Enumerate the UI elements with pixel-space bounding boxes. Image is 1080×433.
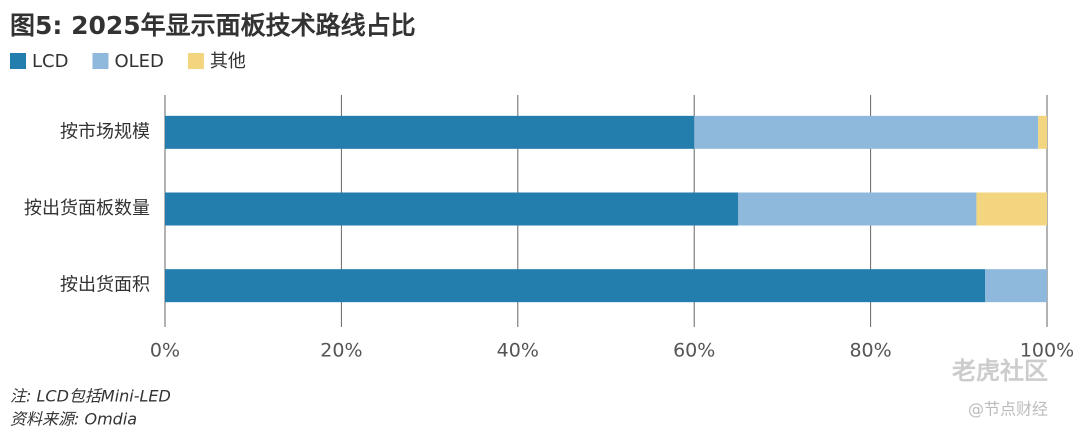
bar-segment [738, 192, 977, 226]
legend-swatch [92, 53, 109, 69]
y-tick-label: 按出货面积 [60, 275, 150, 296]
watermark: 老虎社区 [952, 357, 1048, 385]
x-tick-label: 80% [849, 340, 891, 362]
note: 资料来源: Omdia [10, 410, 137, 429]
x-tick-label: 100% [1020, 340, 1074, 362]
bar-segment [985, 269, 1047, 303]
legend-label: OLED [114, 51, 163, 72]
bar-segment [165, 115, 695, 149]
legend-swatch [187, 53, 204, 69]
legend-label: LCD [32, 51, 68, 72]
legend-swatch [10, 53, 26, 69]
legend-label: 其他 [210, 51, 246, 72]
x-tick-label: 20% [320, 340, 362, 362]
x-tick-label: 0% [150, 340, 180, 362]
y-tick-label: 按市场规模 [60, 121, 150, 142]
bar-segment [1038, 115, 1047, 149]
bar-segment [165, 269, 986, 303]
bar-segment [976, 192, 1047, 226]
x-tick-label: 60% [673, 340, 715, 362]
watermark: @节点财经 [968, 400, 1048, 419]
note: 注: LCD包括Mini-LED [10, 387, 171, 406]
bar-segment [694, 115, 1039, 149]
bar-segment [165, 192, 739, 226]
x-tick-label: 40% [497, 340, 539, 362]
y-tick-label: 按出货面板数量 [24, 198, 150, 219]
chart-title: 图5: 2025年显示面板技术路线占比 [10, 11, 416, 40]
